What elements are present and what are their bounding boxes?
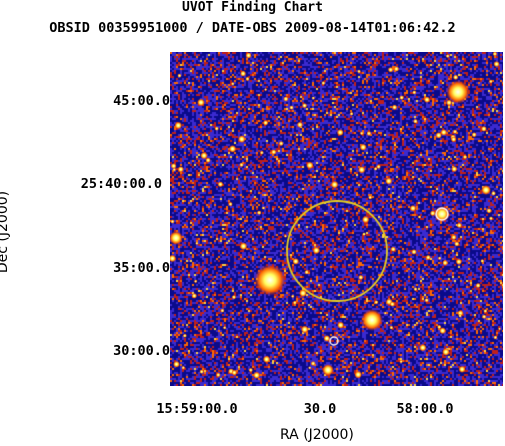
y-axis-title: Dec (J2000) <box>0 190 12 274</box>
y-tick-label: 30:00.0 <box>113 343 170 359</box>
x-tick-label: 15:59:00.0 <box>156 401 238 417</box>
y-tick-label: 45:00.0 <box>113 93 170 109</box>
chart-title: UVOT Finding Chart <box>182 0 323 15</box>
chart-subtitle: OBSID 00359951000 / DATE-OBS 2009-08-14T… <box>49 20 456 36</box>
y-tick-label: 35:00.0 <box>113 260 170 276</box>
x-axis-title: RA (J2000) <box>280 427 354 443</box>
sky-image <box>170 52 503 386</box>
y-tick-label: 25:40:00.0 <box>80 176 162 192</box>
x-tick-label: 58:00.0 <box>396 401 454 417</box>
x-tick-label: 30.0 <box>303 401 337 417</box>
